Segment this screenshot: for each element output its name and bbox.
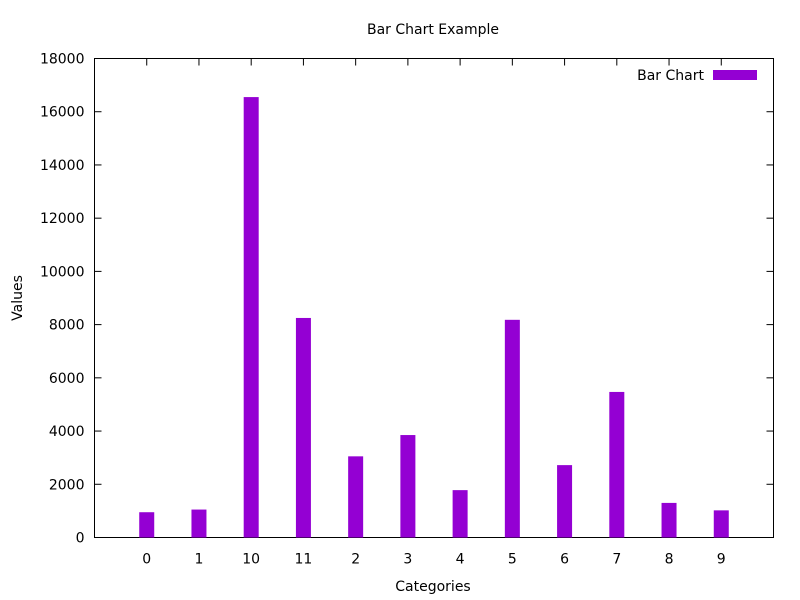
x-axis-label: Categories	[395, 579, 470, 595]
y-tick-label: 6000	[49, 371, 85, 387]
bar	[504, 319, 520, 538]
x-tick-label: 4	[456, 552, 465, 568]
bar	[452, 490, 468, 538]
bar-series	[139, 97, 729, 538]
bar	[713, 510, 729, 538]
legend-label: Bar Chart	[637, 68, 704, 84]
bar	[400, 435, 416, 538]
bar	[348, 456, 364, 538]
y-tick-label: 18000	[40, 52, 85, 68]
x-tick-label: 0	[142, 552, 151, 568]
bar	[295, 317, 311, 538]
y-tick-label: 14000	[40, 158, 85, 174]
legend-swatch	[713, 70, 757, 80]
y-tick-label: 8000	[49, 318, 85, 334]
x-tick-label: 6	[560, 552, 569, 568]
x-axis: 0 1 10 11 2 3 4 5 6 7 8 9	[142, 58, 726, 568]
bar	[243, 97, 259, 538]
y-tick-label: 4000	[49, 424, 85, 440]
bar	[191, 509, 207, 538]
x-tick-label: 10	[242, 552, 260, 568]
x-tick-label: 1	[195, 552, 204, 568]
bar	[139, 512, 155, 538]
x-tick-label: 9	[717, 552, 726, 568]
bar	[557, 465, 573, 538]
x-tick-label: 3	[403, 552, 412, 568]
chart-title: Bar Chart Example	[367, 22, 499, 38]
y-tick-label: 2000	[49, 477, 85, 493]
x-tick-label: 8	[665, 552, 674, 568]
y-tick-label: 12000	[40, 211, 85, 227]
x-tick-label: 2	[351, 552, 360, 568]
x-tick-label: 7	[612, 552, 621, 568]
x-tick-label: 11	[295, 552, 313, 568]
y-tick-label: 10000	[40, 264, 85, 280]
bar	[609, 391, 625, 538]
plot-frame	[94, 58, 774, 538]
bar	[661, 502, 677, 538]
y-axis: 0 2000 4000 6000 8000 10000 12000 14000 16000 180…	[40, 52, 774, 547]
y-axis-label: Values	[10, 275, 26, 321]
y-tick-label: 0	[76, 531, 85, 547]
x-tick-label: 5	[508, 552, 517, 568]
y-tick-label: 16000	[40, 105, 85, 121]
legend: Bar Chart	[637, 68, 757, 84]
